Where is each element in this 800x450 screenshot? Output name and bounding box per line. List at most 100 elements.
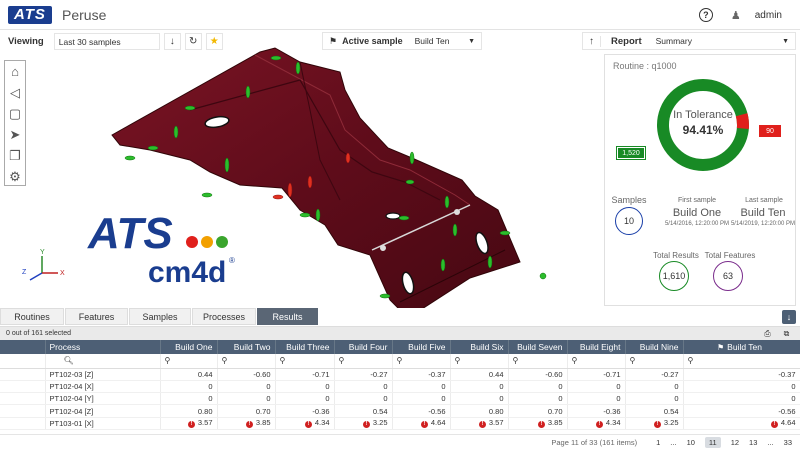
table-row[interactable]: PT102-04 [Y] 0 0 0 0 0 0 0 0 0 0 bbox=[0, 392, 800, 406]
viewing-select[interactable]: Last 30 samples bbox=[53, 32, 160, 50]
filter-process[interactable]: 🔍︎ bbox=[45, 354, 161, 369]
row-select-cell[interactable] bbox=[0, 380, 46, 394]
page-ellipsis[interactable]: ... bbox=[670, 438, 677, 447]
value-cell: 0 bbox=[450, 380, 509, 394]
title-right: ? ♟ admin bbox=[698, 0, 800, 30]
refresh-icon[interactable]: ↻ bbox=[184, 32, 202, 50]
column-header-build-seven[interactable]: Build Seven bbox=[508, 340, 568, 354]
filter-cell[interactable]: ⚲ bbox=[160, 354, 218, 369]
down-arrow-icon[interactable]: ↓ bbox=[163, 32, 181, 50]
value-text: 0.70 bbox=[255, 406, 271, 416]
value-text: 0 bbox=[499, 394, 504, 404]
total-results-circle: 1,610 bbox=[659, 261, 689, 291]
up-arrow-icon[interactable]: ↑ bbox=[583, 35, 601, 47]
column-header-build-three[interactable]: Build Three bbox=[275, 340, 335, 354]
table-row[interactable]: PT102-03 [Z] 0.44 -0.60 -0.71 -0.27 -0.37 0.44… bbox=[0, 368, 800, 381]
user-name[interactable]: admin bbox=[754, 9, 782, 21]
value-text: 0.70 bbox=[547, 406, 563, 416]
column-header-build-four[interactable]: Build Four bbox=[334, 340, 393, 354]
value-cell: -0.56 bbox=[392, 404, 451, 418]
page-link[interactable]: 10 bbox=[686, 438, 695, 447]
3d-viewport[interactable]: ATS cm4d ® Y X Z bbox=[0, 30, 600, 322]
warning-icon: ! bbox=[595, 421, 603, 429]
results-grid: Process Build One Build Two Build Three … bbox=[0, 340, 800, 430]
value-cell: ! 3.57 bbox=[160, 417, 218, 430]
tab-results[interactable]: Results bbox=[257, 308, 318, 325]
total-features-circle: 63 bbox=[713, 261, 743, 291]
value-cell: 0 bbox=[508, 380, 568, 394]
star-icon[interactable]: ★ bbox=[205, 32, 223, 50]
page-link[interactable]: 13 bbox=[749, 438, 758, 447]
filter-cell[interactable]: ⚲ bbox=[334, 354, 393, 369]
column-header-build-six[interactable]: Build Six bbox=[450, 340, 509, 354]
collapse-panel-button[interactable]: ↓ bbox=[782, 310, 796, 324]
last-sample-date: 5/14/2019, 12:20:00 PM bbox=[730, 221, 796, 227]
value-text: 0 bbox=[383, 381, 388, 391]
table-row[interactable]: PT102-04 [Z] 0.80 0.70 -0.36 0.54 -0.56 0.80 0.… bbox=[0, 404, 800, 418]
value-cell: ! 4.34 bbox=[567, 417, 626, 430]
value-cell: 0 bbox=[275, 392, 335, 406]
layers-icon[interactable]: ❐ bbox=[9, 147, 21, 163]
value-text: -0.71 bbox=[603, 369, 621, 379]
row-select-cell[interactable] bbox=[0, 392, 46, 406]
row-select-cell[interactable] bbox=[0, 404, 46, 418]
filter-cell[interactable]: ⚲ bbox=[683, 354, 800, 369]
filter-cell[interactable]: ⚲ bbox=[625, 354, 684, 369]
value-text: 0.80 bbox=[197, 406, 213, 416]
axis-z-label: Z bbox=[22, 269, 27, 276]
value-text: 0.44 bbox=[488, 369, 504, 379]
search-icon: 🔍︎ bbox=[63, 356, 74, 366]
filter-cell[interactable]: ⚲ bbox=[567, 354, 626, 369]
column-header-build-eight[interactable]: Build Eight bbox=[567, 340, 626, 354]
row-select-cell[interactable] bbox=[0, 417, 46, 430]
process-cell: PT103-01 [X] bbox=[45, 417, 161, 430]
column-header-build-two[interactable]: Build Two bbox=[217, 340, 276, 354]
gear-icon[interactable]: ⚙ bbox=[9, 168, 21, 184]
value-cell: 0 bbox=[567, 392, 626, 406]
warning-icon: ! bbox=[420, 421, 428, 429]
home-icon[interactable]: ⌂ bbox=[11, 64, 19, 79]
page-link[interactable]: 33 bbox=[783, 438, 792, 447]
page-link-current[interactable]: 11 bbox=[704, 437, 721, 448]
select-column-header[interactable] bbox=[0, 340, 46, 354]
value-text: -0.37 bbox=[778, 369, 796, 379]
filter-cell[interactable]: ⚲ bbox=[450, 354, 509, 369]
column-header-build-five[interactable]: Build Five bbox=[392, 340, 451, 354]
summary-card: Routine : q1000 In Tolerance 94.41% 1,52… bbox=[604, 54, 796, 306]
value-text: 0 bbox=[325, 394, 330, 404]
columns-icon[interactable]: ⧉ bbox=[783, 328, 790, 338]
process-name: PT103-01 [X] bbox=[49, 418, 94, 428]
page-link[interactable]: 12 bbox=[730, 438, 740, 447]
table-row[interactable]: PT103-01 [X]! 3.57! 3.85! 4.34! 3.25! 4.64! 3.… bbox=[0, 417, 800, 430]
tab-routines[interactable]: Routines bbox=[0, 308, 64, 325]
perspective-icon[interactable]: ◁ bbox=[10, 84, 20, 100]
column-header-process[interactable]: Process bbox=[45, 340, 161, 354]
tab-processes[interactable]: Processes bbox=[192, 308, 256, 325]
active-sample-select[interactable]: ⚑ Active sample Build Ten ▼ bbox=[322, 32, 482, 50]
row-select-cell[interactable] bbox=[0, 368, 46, 381]
search-icon: ⚲ bbox=[629, 356, 636, 366]
pointer-icon[interactable]: ➤ bbox=[9, 126, 21, 142]
cube-icon[interactable]: ▢ bbox=[8, 105, 22, 121]
report-select[interactable]: ↑ Report Summary ▼ bbox=[582, 32, 796, 50]
tab-samples[interactable]: Samples bbox=[129, 308, 191, 325]
filter-cell[interactable]: ⚲ bbox=[508, 354, 568, 369]
user-icon[interactable]: ♟ bbox=[730, 9, 741, 22]
page-link[interactable]: 1 bbox=[656, 438, 661, 447]
filter-cell[interactable]: ⚲ bbox=[392, 354, 451, 369]
column-header-build-one[interactable]: Build One bbox=[160, 340, 218, 354]
in-tolerance-badge: 1,520 bbox=[616, 146, 646, 160]
filter-cell[interactable]: ⚲ bbox=[217, 354, 276, 369]
export-icon[interactable]: ⎙ bbox=[764, 328, 771, 338]
tab-features[interactable]: Features bbox=[65, 308, 128, 325]
process-cell: PT102-03 [Z] bbox=[45, 368, 161, 381]
page-ellipsis[interactable]: ... bbox=[767, 438, 774, 447]
table-row[interactable]: PT102-04 [X] 0 0 0 0 0 0 0 0 0 0 bbox=[0, 380, 800, 394]
pager: Page 11 of 33 (161 items) 1 ... 10 11 12… bbox=[0, 434, 800, 450]
column-header-build-ten[interactable]: ⚑ Build Ten bbox=[683, 340, 800, 354]
column-header-build-nine[interactable]: Build Nine bbox=[625, 340, 684, 354]
grid-toolbar: 0 out of 161 selected ⎙ ⧉ bbox=[0, 326, 800, 340]
filter-cell[interactable]: ⚲ bbox=[275, 354, 335, 369]
help-icon[interactable]: ? bbox=[698, 8, 713, 22]
value-cell: 0.70 bbox=[217, 404, 276, 418]
